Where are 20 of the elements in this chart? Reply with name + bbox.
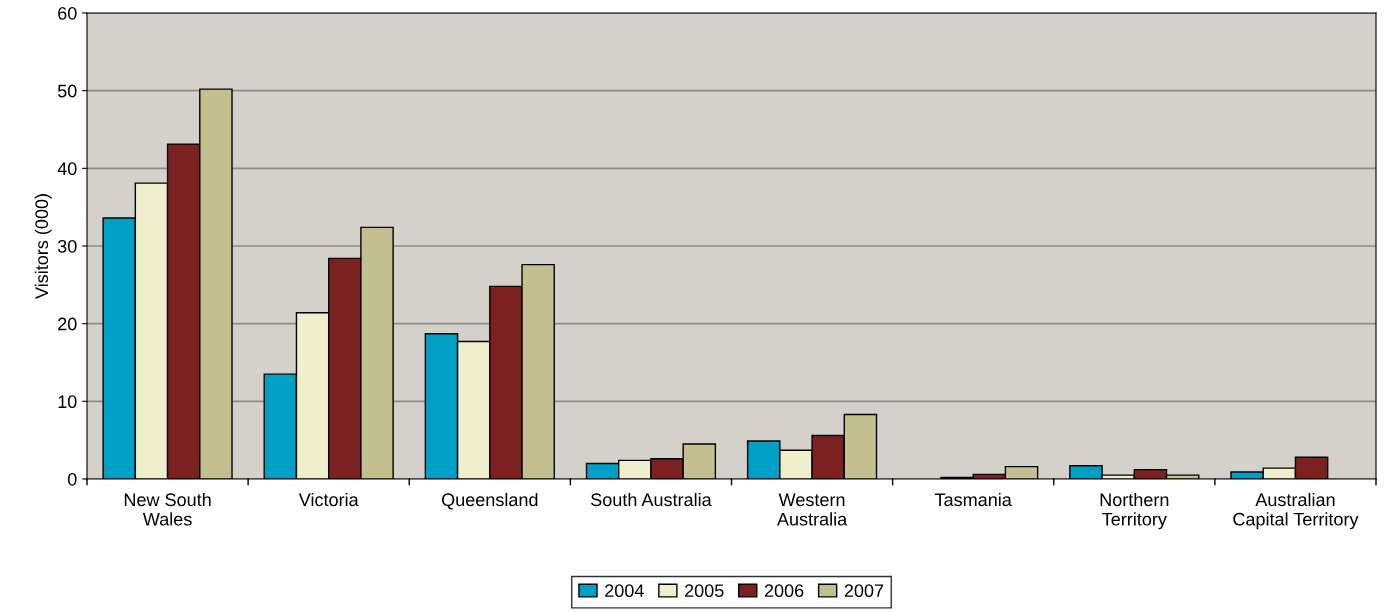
x-tick-label: South Australia bbox=[591, 492, 712, 507]
x-tick-label: New South Wales bbox=[124, 492, 211, 526]
x-tick-label: Victoria bbox=[298, 492, 359, 507]
y-tick-label: 20 bbox=[58, 317, 77, 331]
y-axis-title: Visitors (000) bbox=[34, 194, 52, 299]
y-tick-label: 0 bbox=[67, 472, 77, 486]
legend-label: 2004 bbox=[605, 584, 644, 598]
x-tick-label: Northern Territory bbox=[1100, 492, 1169, 530]
x-tick-label: Australian Capital Territory bbox=[1233, 492, 1359, 530]
x-tick-label: Western Australia bbox=[776, 493, 848, 526]
x-tick-label: Queensland bbox=[441, 492, 538, 510]
legend-label: 2006 bbox=[764, 584, 804, 598]
y-tick-label: 40 bbox=[57, 162, 77, 176]
legend-label: 2007 bbox=[844, 584, 884, 598]
y-tick-label: 60 bbox=[58, 6, 77, 20]
x-tick-label: Tasmania bbox=[934, 492, 1012, 507]
y-tick-label: 50 bbox=[57, 84, 77, 98]
legend-label: 2005 bbox=[685, 584, 724, 598]
y-tick-label: 10 bbox=[58, 395, 77, 409]
y-tick-label: 30 bbox=[57, 239, 77, 253]
